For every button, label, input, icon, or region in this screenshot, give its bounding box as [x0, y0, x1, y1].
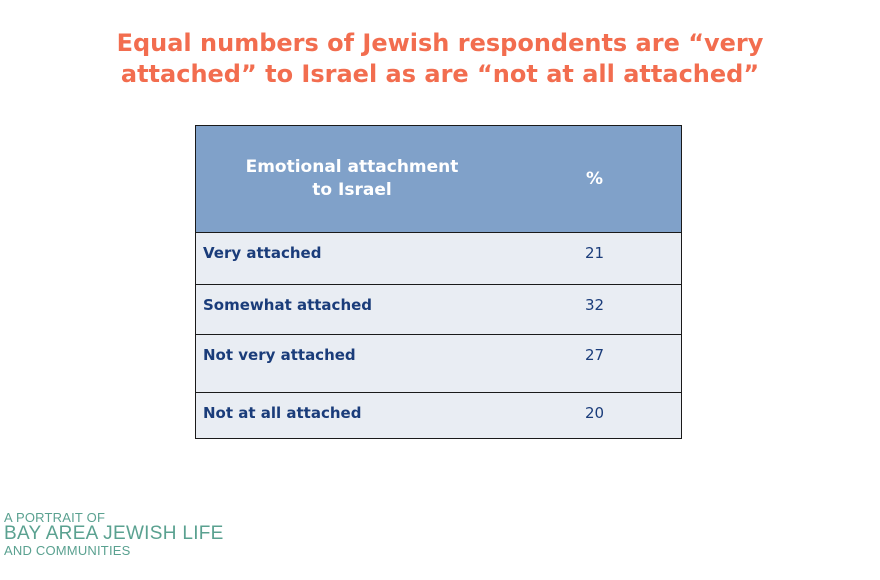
row-label: Somewhat attached: [195, 284, 508, 335]
header-col1-line-1: Emotional attachment: [245, 157, 459, 177]
header-emotional-attachment: Emotional attachment to Israel: [195, 125, 508, 233]
row-label: Very attached: [195, 232, 508, 285]
table-header-row: Emotional attachment to Israel %: [195, 125, 682, 233]
table-row: Not at all attached 20: [195, 392, 682, 439]
attachment-table: Emotional attachment to Israel % Very at…: [195, 125, 682, 439]
table-row: Very attached 21: [195, 232, 682, 285]
row-value: 20: [508, 392, 682, 439]
row-value: 27: [508, 334, 682, 393]
row-value: 32: [508, 284, 682, 335]
logo-line-3: AND COMMUNITIES: [4, 543, 131, 558]
portrait-logo: A PORTRAIT OF BAY AREA JEWISH LIFE AND C…: [4, 511, 224, 557]
slide-title-line-2: attached” to Israel as are “not at all a…: [120, 60, 760, 88]
row-label: Not very attached: [195, 334, 508, 393]
table-row: Not very attached 27: [195, 334, 682, 393]
logo-line-1: A PORTRAIT OF: [4, 510, 106, 525]
slide-title: Equal numbers of Jewish respondents are …: [0, 28, 880, 90]
header-col1-line-2: to Israel: [312, 180, 392, 200]
row-value: 21: [508, 232, 682, 285]
row-label: Not at all attached: [195, 392, 508, 439]
logo-line-2: BAY AREA JEWISH LIFE: [4, 523, 224, 544]
slide-title-line-1: Equal numbers of Jewish respondents are …: [116, 29, 764, 57]
header-percent: %: [508, 125, 682, 233]
table-row: Somewhat attached 32: [195, 284, 682, 335]
